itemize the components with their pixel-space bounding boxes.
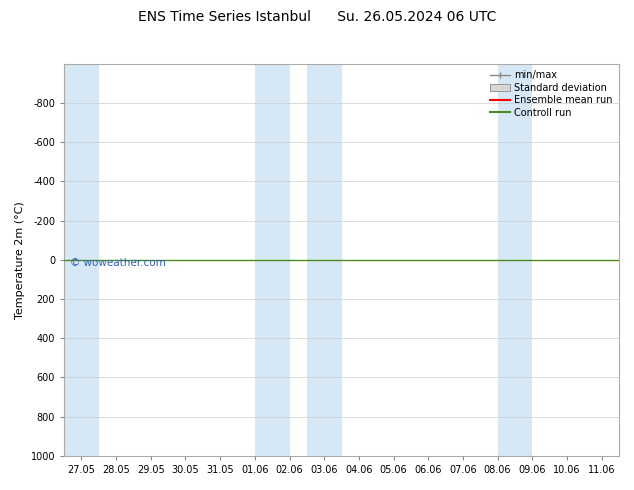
Text: © woweather.com: © woweather.com [70, 258, 165, 268]
Bar [498, 64, 533, 456]
Text: ENS Time Series Istanbul      Su. 26.05.2024 06 UTC: ENS Time Series Istanbul Su. 26.05.2024 … [138, 10, 496, 24]
Bar [255, 64, 290, 456]
Bar [64, 64, 99, 456]
Y-axis label: Temperature 2m (°C): Temperature 2m (°C) [15, 201, 25, 318]
Bar [307, 64, 342, 456]
Legend: min/max, Standard deviation, Ensemble mean run, Controll run: min/max, Standard deviation, Ensemble me… [488, 69, 614, 120]
